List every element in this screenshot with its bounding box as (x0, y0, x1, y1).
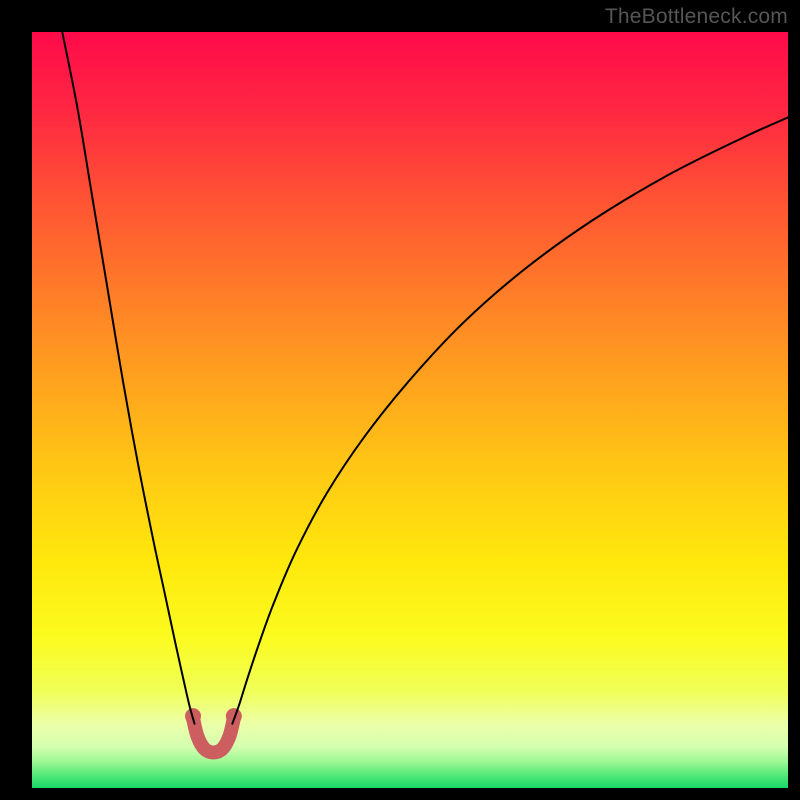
trough-u-marker (193, 718, 234, 752)
curve-right-branch (232, 117, 788, 723)
curve-left-branch (62, 32, 194, 724)
curve-overlay (32, 32, 788, 788)
plot-area (32, 32, 788, 788)
watermark-text: TheBottleneck.com (605, 5, 788, 29)
